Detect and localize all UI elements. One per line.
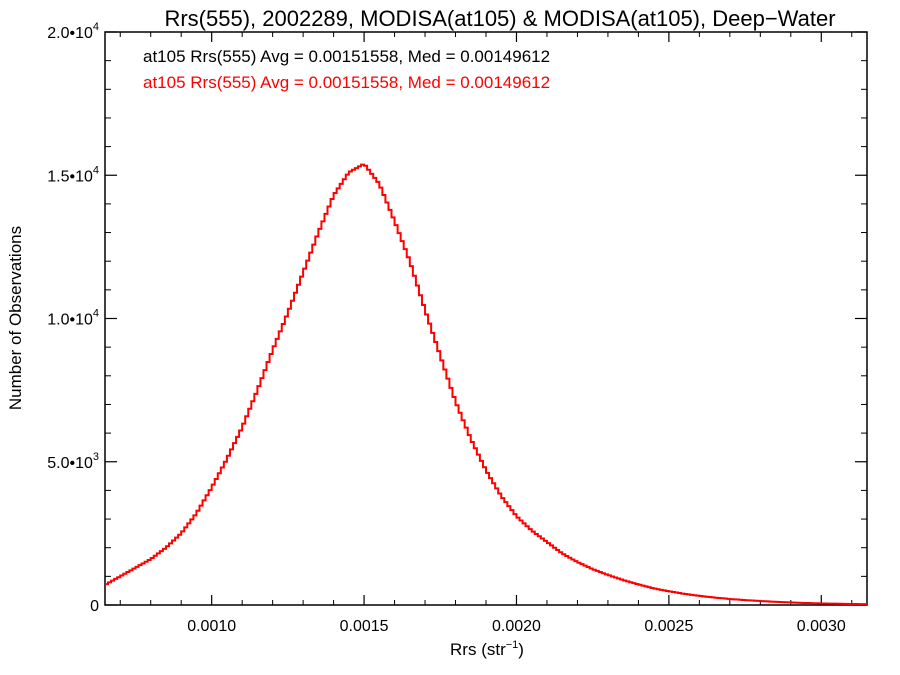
y-tick-label: 0 [90, 598, 99, 615]
legend-entry: at105 Rrs(555) Avg = 0.00151558, Med = 0… [143, 73, 550, 92]
x-tick-label: 0.0025 [644, 618, 693, 635]
y-tick-label: 1.0•104 [47, 308, 99, 329]
axis-ticks [105, 31, 867, 606]
x-tick-label: 0.0010 [187, 618, 236, 635]
series-group [105, 163, 867, 606]
y-axis-label: Number of Observations [6, 226, 25, 410]
plot-frame [104, 31, 868, 606]
x-axis-label: Rrs (str−1) [450, 639, 524, 659]
legend-entry: at105 Rrs(555) Avg = 0.00151558, Med = 0… [143, 47, 550, 66]
x-tick-labels: 0.0010 0.0015 0.0020 0.0025 0.0030 [187, 618, 846, 635]
y-tick-label: 2.0•104 [47, 21, 99, 42]
chart-title: Rrs(555), 2002289, MODISA(at105) & MODIS… [164, 6, 835, 31]
y-tick-label: 1.5•104 [47, 164, 99, 185]
x-tick-label: 0.0015 [340, 618, 389, 635]
y-tick-labels: 0 5.0•103 1.0•104 1.5•104 2.0•104 [47, 21, 99, 615]
histogram-series-line [105, 163, 867, 606]
legend: at105 Rrs(555) Avg = 0.00151558, Med = 0… [143, 47, 550, 92]
x-tick-label: 0.0030 [797, 618, 846, 635]
y-tick-label: 5.0•103 [47, 451, 99, 472]
x-tick-label: 0.0020 [492, 618, 541, 635]
